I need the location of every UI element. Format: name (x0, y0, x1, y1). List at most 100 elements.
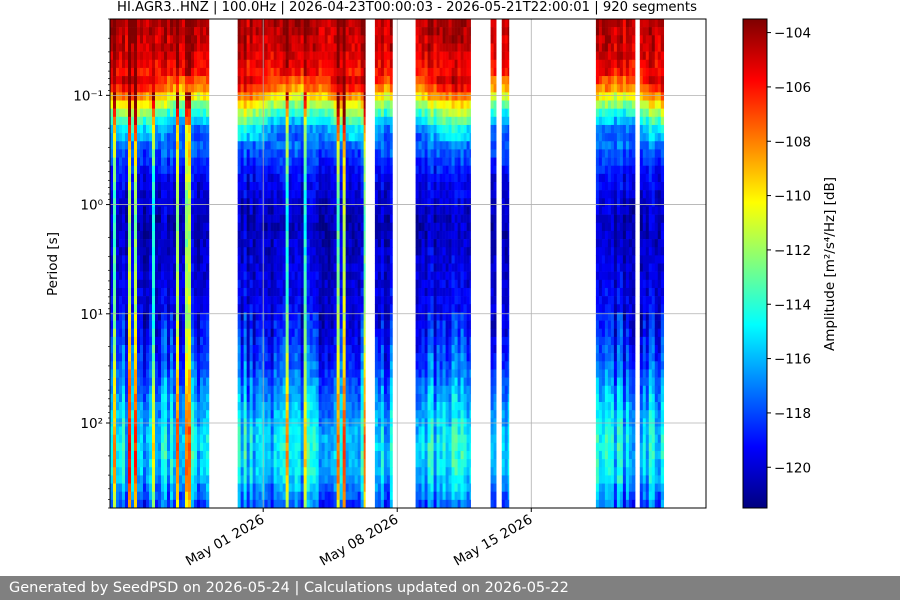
heatmap-cell (113, 255, 117, 264)
heatmap-cell (113, 402, 117, 411)
heatmap-cell (137, 27, 141, 36)
heatmap-cell (297, 434, 301, 444)
heatmap-cell (309, 173, 313, 183)
heatmap-cell (342, 287, 346, 297)
heatmap-cell (360, 230, 364, 240)
heatmap-cell (149, 141, 153, 150)
heatmap-cell (249, 157, 253, 166)
heatmap-cell (125, 336, 129, 346)
heatmap-cell (327, 402, 331, 411)
heatmap-cell (333, 320, 337, 329)
heatmap-cell (116, 304, 120, 313)
heatmap-cell (273, 296, 277, 305)
heatmap-cell (243, 459, 247, 468)
heatmap-cell (321, 67, 325, 77)
heatmap-cell (315, 483, 319, 492)
heatmap-cell (285, 239, 289, 248)
heatmap-cell (185, 450, 189, 460)
heatmap-cell (185, 361, 189, 370)
heatmap-cell (191, 100, 195, 109)
heatmap-cell (291, 222, 295, 232)
heatmap-cell (240, 499, 244, 509)
heatmap-cell (300, 377, 304, 387)
heatmap-cell (306, 263, 310, 272)
heatmap-cell (300, 84, 304, 93)
heatmap-cell (255, 173, 259, 183)
heatmap-cell (167, 345, 171, 354)
heatmap-cell (122, 198, 126, 207)
heatmap-cell (330, 214, 334, 224)
heatmap-cell (188, 173, 192, 183)
heatmap-cell (294, 59, 298, 69)
heatmap-cell (122, 230, 126, 240)
heatmap-cell (146, 499, 150, 509)
heatmap-cell (179, 304, 183, 313)
heatmap-cell (285, 369, 289, 378)
heatmap-cell (119, 345, 123, 354)
heatmap-cell (303, 426, 307, 435)
heatmap-cell (348, 491, 352, 501)
heatmap-cell (321, 336, 325, 346)
heatmap-cell (155, 263, 159, 272)
heatmap-cell (258, 255, 262, 264)
heatmap-cell (348, 467, 352, 476)
heatmap-cell (110, 76, 114, 85)
heatmap-cell (315, 239, 319, 248)
heatmap-cell (351, 247, 355, 256)
heatmap-cell (348, 475, 352, 484)
heatmap-cell (363, 279, 366, 289)
heatmap-cell (194, 27, 198, 36)
heatmap-cell (237, 418, 241, 427)
heatmap-cell (303, 84, 307, 93)
heatmap-cell (179, 59, 183, 69)
heatmap-cell (128, 27, 132, 36)
heatmap-cell (383, 279, 388, 289)
heatmap-cell (315, 116, 319, 126)
heatmap-cell (161, 190, 165, 199)
heatmap-cell (206, 467, 210, 476)
heatmap-cell (339, 304, 343, 313)
heatmap-cell (389, 361, 393, 370)
heatmap-cell (122, 271, 126, 281)
heatmap-cell (194, 483, 198, 492)
heatmap-cell (164, 59, 168, 69)
heatmap-cell (146, 410, 150, 419)
heatmap-cell (333, 222, 337, 232)
heatmap-cell (386, 239, 391, 248)
heatmap-cell (324, 442, 328, 452)
heatmap-cell (197, 434, 201, 444)
heatmap-cell (380, 304, 385, 313)
heatmap-cell (330, 84, 334, 93)
heatmap-cell (415, 124, 419, 134)
heatmap-cell (182, 67, 186, 77)
heatmap-cell (122, 312, 126, 321)
heatmap-cell (119, 67, 123, 77)
heatmap-cell (197, 255, 201, 264)
heatmap-cell (291, 100, 295, 109)
heatmap-cell (173, 124, 177, 134)
heatmap-cell (191, 206, 195, 215)
heatmap-cell (161, 377, 165, 387)
heatmap-cell (203, 369, 207, 378)
heatmap-cell (173, 198, 177, 207)
heatmap-cell (152, 418, 156, 427)
heatmap-cell (273, 483, 277, 492)
heatmap-cell (342, 467, 346, 476)
heatmap-cell (149, 67, 153, 77)
heatmap-cell (243, 230, 247, 240)
heatmap-cell (386, 491, 391, 501)
heatmap-cell (134, 304, 138, 313)
heatmap-cell (273, 450, 277, 460)
heatmap-cell (300, 263, 304, 272)
heatmap-cell (357, 157, 361, 166)
heatmap-cell (252, 108, 256, 118)
heatmap-cell (351, 475, 355, 484)
heatmap-cell (203, 393, 207, 403)
heatmap-cell (389, 450, 393, 460)
heatmap-cell (146, 157, 150, 166)
heatmap-cell (389, 483, 393, 492)
heatmap-cell (327, 149, 331, 158)
heatmap-cell (137, 353, 141, 362)
heatmap-cell (273, 320, 277, 329)
heatmap-cell (185, 483, 189, 492)
